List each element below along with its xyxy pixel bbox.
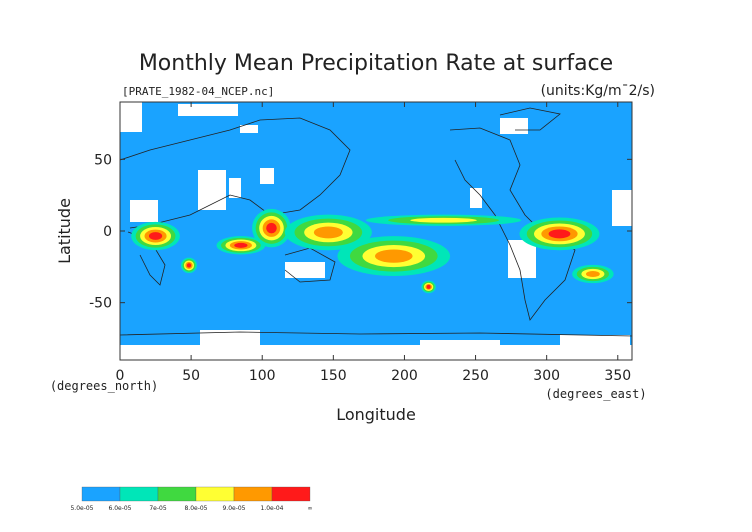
x-unit-label: (degrees_east) <box>545 387 646 401</box>
x-tick-label: 300 <box>533 368 560 384</box>
colorbar-label: 9.0e-05 <box>222 505 245 512</box>
colorbar-label: 1.0e-04 <box>260 505 283 512</box>
colorbar-label: 8.0e-05 <box>184 505 207 512</box>
precip-region-0-level-5 <box>548 229 571 239</box>
colorbar-swatch <box>81 486 121 502</box>
missing-data-patch <box>120 102 142 132</box>
colorbar-swatch <box>271 486 311 502</box>
precip-region-6-level-5 <box>148 232 163 240</box>
missing-data-patch <box>470 188 482 208</box>
precip-region-2-level-5 <box>234 242 248 248</box>
x-tick-label: 150 <box>320 368 347 384</box>
missing-data-patch <box>285 262 325 278</box>
x-tick-label: 100 <box>249 368 276 384</box>
missing-data-patch <box>240 125 258 133</box>
plot-area <box>120 102 632 360</box>
precip-region-5-level-4 <box>375 249 413 263</box>
coastline <box>499 107 561 131</box>
precip-region-1-level-5 <box>266 222 277 234</box>
missing-data-patch <box>130 200 158 222</box>
colorbar-swatch <box>119 486 159 502</box>
coastline <box>120 117 351 229</box>
x-axis: 0 50 100 150 200 250 300 350 <box>116 102 631 384</box>
missing-data-patch <box>260 168 274 184</box>
colorbar-label: 6.0e-05 <box>108 505 131 512</box>
precip-region-8-level-5 <box>426 284 431 289</box>
missing-data-patch <box>508 240 536 278</box>
precip-region-7-level-5 <box>186 263 192 268</box>
precip-region-9-level-4 <box>585 270 600 278</box>
x-tick-label: 250 <box>462 368 489 384</box>
y-tick-label: 0 <box>103 224 112 240</box>
colorbar-swatch <box>233 486 273 502</box>
colorbar-label: 5.0e-05 <box>70 505 93 512</box>
missing-data-patch <box>500 118 528 134</box>
x-tick-label: 50 <box>182 368 200 384</box>
missing-data-patch <box>120 345 632 360</box>
y-unit-label: (degrees_north) <box>50 379 158 393</box>
dataset-label: [PRATE_1982-04_NCEP.nc] <box>122 85 274 98</box>
coastline <box>284 247 336 283</box>
colorbar-swatch <box>195 486 235 502</box>
colorbar-label: 7e-05 <box>149 505 166 512</box>
coastline <box>120 331 632 337</box>
x-tick-label: 350 <box>604 368 631 384</box>
missing-data-patch <box>200 330 260 348</box>
y-tick-label: 50 <box>94 152 112 168</box>
y-tick-label: -50 <box>89 296 112 312</box>
missing-data-patch <box>420 340 500 360</box>
colorbar-swatch <box>157 486 197 502</box>
colorbar: 5.0e-05 6.0e-05 7e-05 8.0e-05 9.0e-05 1.0e-04… <box>70 486 313 512</box>
x-axis-label: Longitude <box>336 405 416 424</box>
coastline <box>449 127 576 321</box>
x-tick-label: 0 <box>116 368 125 384</box>
missing-data-patch <box>178 104 238 116</box>
missing-data-patch <box>612 190 632 226</box>
missing-data-patch <box>560 335 630 357</box>
precip-region-4-level-3 <box>410 217 477 223</box>
chart-title: Monthly Mean Precipitation Rate at surfa… <box>139 51 613 76</box>
x-tick-label: 200 <box>391 368 418 384</box>
y-axis-label: Latitude <box>55 198 74 264</box>
colorbar-label: ∞ <box>308 505 313 512</box>
missing-data-patch <box>198 170 226 210</box>
y-axis: 50 0 -50 <box>89 152 632 312</box>
units-label: (units:Kg/m¯2/s) <box>541 83 655 99</box>
precip-region-3-level-4 <box>313 226 343 239</box>
missing-data-patch <box>229 178 241 198</box>
